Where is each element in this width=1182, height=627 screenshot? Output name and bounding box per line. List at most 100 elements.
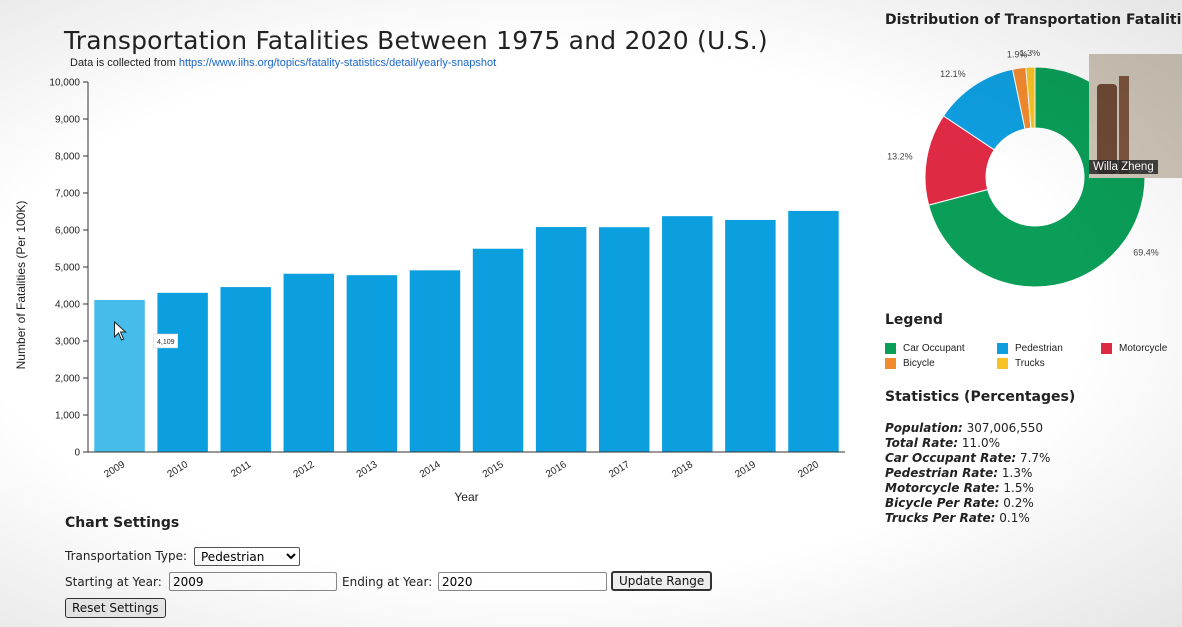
legend-item-trucks: Trucks: [997, 358, 1045, 369]
stat-value: 307,006,550: [966, 421, 1043, 435]
pie-slice-label: 12.1%: [940, 69, 966, 79]
stat-value: 11.0%: [961, 436, 1000, 450]
reset-settings-button[interactable]: Reset Settings: [65, 598, 166, 618]
legend-item-pedestrian: Pedestrian: [997, 343, 1063, 354]
y-tick-label: 3,000: [55, 337, 80, 348]
video-tile: Willa Zheng: [1089, 54, 1182, 178]
stat-bicycle-rate: Bicycle Per Rate: 0.2%: [885, 496, 1034, 510]
legend-swatch: [885, 358, 896, 369]
stat-value: 1.3%: [1001, 466, 1033, 480]
source-line: Data is collected from https://www.iihs.…: [70, 57, 496, 69]
x-tick-label: 2011: [229, 459, 253, 480]
start-year-input[interactable]: [169, 572, 337, 591]
pie-slice-label: 1.3%: [1020, 50, 1041, 58]
bar-2012[interactable]: [283, 273, 335, 452]
y-axis-label: Number of Fatalities (Per 100K): [14, 201, 28, 370]
y-tick-label: 0: [74, 448, 80, 459]
legend-item-motorcycle: Motorcycle: [1101, 343, 1167, 354]
bar-2013[interactable]: [346, 275, 398, 452]
stat-value: 7.7%: [1019, 451, 1051, 465]
y-tick-label: 4,000: [55, 300, 80, 311]
bar-tooltip: [153, 333, 179, 349]
stat-population: Population: 307,006,550: [885, 421, 1043, 435]
bar-tooltip-text: 4,109: [157, 339, 175, 346]
x-axis-label: Year: [454, 490, 478, 504]
stat-key: Car Occupant Rate:: [885, 451, 1017, 465]
legend-label: Motorcycle: [1119, 343, 1168, 355]
pie-slice-label: 1.9%: [1007, 50, 1028, 59]
pie-slice-trucks[interactable]: [1025, 66, 1036, 129]
y-tick-label: 6,000: [55, 226, 80, 237]
bar-2014[interactable]: [409, 270, 461, 452]
stat-key: Trucks Per Rate:: [885, 511, 996, 525]
x-tick-label: 2010: [166, 459, 191, 480]
source-link[interactable]: https://www.iihs.org/topics/fatality-sta…: [178, 57, 497, 69]
bar-2018[interactable]: [662, 216, 713, 452]
stat-key: Bicycle Per Rate:: [885, 496, 1000, 510]
update-range-button[interactable]: Update Range: [611, 571, 713, 591]
x-tick-label: 2020: [796, 459, 821, 480]
stat-key: Pedestrian Rate:: [885, 466, 999, 480]
x-tick-label: 2019: [733, 459, 758, 480]
stat-trucks-rate: Trucks Per Rate: 0.1%: [885, 511, 1030, 525]
legend-label: Trucks: [1015, 358, 1045, 370]
legend-label: Car Occupant: [903, 343, 965, 355]
bar-2015[interactable]: [472, 248, 524, 452]
video-background-detail: [1119, 76, 1129, 174]
video-background: [1097, 84, 1117, 174]
participant-name-tag: Willa Zheng: [1089, 160, 1158, 174]
bar-2016[interactable]: [535, 227, 587, 452]
x-tick-label: 2009: [102, 459, 127, 480]
legend-swatch: [885, 343, 896, 354]
x-tick-label: 2012: [292, 459, 317, 480]
legend-title: Legend: [885, 312, 943, 328]
y-tick-label: 1,000: [55, 411, 80, 422]
x-tick-label: 2017: [607, 459, 632, 480]
y-tick-label: 9,000: [55, 115, 80, 126]
legend-label: Pedestrian: [1015, 343, 1063, 355]
x-tick-label: 2015: [481, 459, 506, 480]
x-tick-label: 2018: [670, 459, 695, 480]
bar-2019[interactable]: [725, 219, 776, 452]
stats-title: Statistics (Percentages): [885, 389, 1076, 405]
transportation-type-select[interactable]: Pedestrian: [194, 547, 300, 566]
stat-key: Population:: [885, 421, 963, 435]
page-title: Transportation Fatalities Between 1975 a…: [64, 26, 768, 55]
legend-item-bicycle: Bicycle: [885, 358, 935, 369]
stat-pedestrian-rate: Pedestrian Rate: 1.3%: [885, 466, 1032, 480]
stat-value: 1.5%: [1003, 481, 1034, 495]
bar-2010[interactable]: [157, 292, 208, 452]
y-tick-label: 8,000: [55, 152, 80, 163]
x-tick-label: 2014: [418, 459, 443, 480]
transportation-type-label: Transportation Type:: [65, 549, 188, 563]
start-year-label: Starting at Year:: [65, 575, 162, 589]
y-tick-label: 5,000: [55, 263, 80, 274]
chart-settings-title: Chart Settings: [65, 515, 180, 531]
pie-slice-label: 69.4%: [1133, 248, 1159, 258]
bar-2009[interactable]: [94, 299, 145, 452]
bar-2011[interactable]: [220, 287, 271, 452]
mouse-cursor: [114, 320, 127, 341]
bar-2020[interactable]: [788, 210, 839, 452]
stat-motorcycle-rate: Motorcycle Rate: 1.5%: [885, 481, 1034, 495]
stat-total-rate: Total Rate: 11.0%: [885, 436, 1000, 450]
stat-key: Total Rate:: [885, 436, 959, 450]
stat-value: 0.2%: [1003, 496, 1034, 510]
x-tick-label: 2016: [544, 459, 569, 480]
legend-item-car-occupant: Car Occupant: [885, 343, 965, 354]
legend-swatch: [997, 343, 1008, 354]
legend-swatch: [997, 358, 1008, 369]
pie-chart-title: Distribution of Transportation Fatalitie…: [885, 12, 1182, 28]
stat-car-occupant-rate: Car Occupant Rate: 7.7%: [885, 451, 1050, 465]
end-year-input[interactable]: [438, 572, 607, 591]
bar-2017[interactable]: [598, 227, 650, 452]
end-year-label: Ending at Year:: [342, 575, 433, 589]
x-tick-label: 2013: [355, 459, 380, 480]
y-tick-label: 7,000: [55, 189, 80, 200]
stat-value: 0.1%: [999, 511, 1030, 525]
stat-key: Motorcycle Rate:: [885, 481, 1000, 495]
legend-label: Bicycle: [903, 358, 935, 370]
bar-chart: 0 1,000 2,000 3,000 4,000 5,000 6,000 7,000 8,00…: [14, 78, 845, 504]
source-prefix: Data is collected from: [70, 57, 179, 69]
y-tick-label: 2,000: [55, 374, 80, 385]
